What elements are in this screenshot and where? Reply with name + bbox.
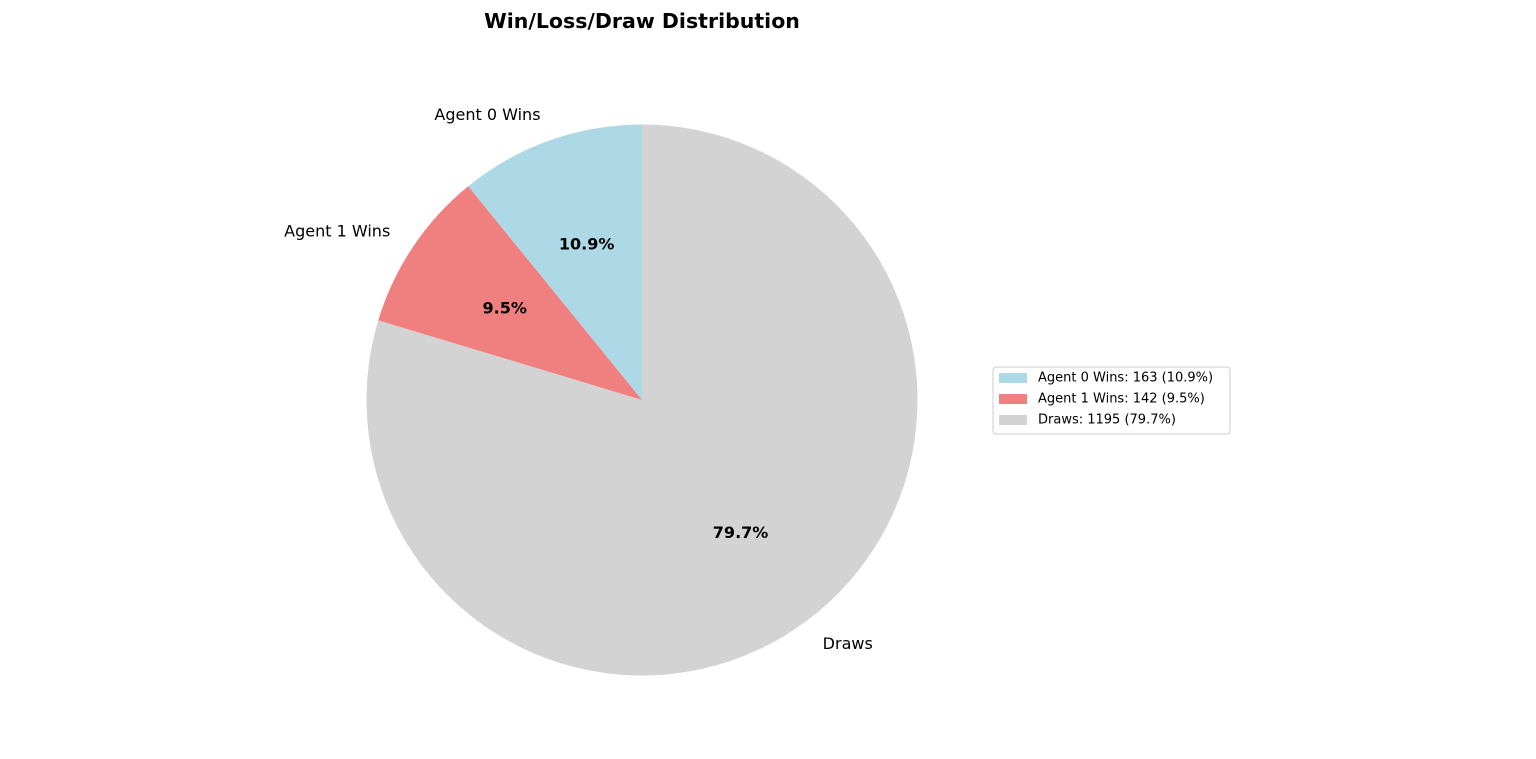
- legend-swatch-agent-1-wins: [999, 394, 1027, 404]
- pie-slice-labels: Agent 0 Wins Agent 1 Wins Draws: [284, 105, 873, 653]
- pie-percent-labels: 10.9% 9.5% 79.7%: [483, 235, 769, 542]
- chart-title: Win/Loss/Draw Distribution: [484, 9, 800, 33]
- legend-frame: [992, 366, 1231, 435]
- legend-swatch-agent-0-wins: [999, 373, 1027, 383]
- pie-slice-draws: [366, 124, 918, 676]
- slice-label-agent-0-wins: Agent 0 Wins: [434, 105, 540, 124]
- percent-label-agent-1-wins: 9.5%: [483, 298, 527, 317]
- legend: Agent 0 Wins: 163 (10.9%) Agent 1 Wins: 1…: [992, 366, 1231, 435]
- slice-label-draws: Draws: [823, 634, 873, 653]
- percent-label-agent-0-wins: 10.9%: [559, 235, 615, 254]
- legend-items: Agent 0 Wins: 163 (10.9%) Agent 1 Wins: 1…: [999, 371, 1213, 428]
- percent-label-draws: 79.7%: [713, 523, 769, 542]
- slice-label-agent-1-wins: Agent 1 Wins: [284, 222, 390, 241]
- pie-slices: [366, 124, 918, 676]
- legend-label-draws: Draws: 1195 (79.7%): [1038, 413, 1176, 428]
- legend-swatch-draws: [999, 415, 1027, 425]
- pie-slice-agent-1-wins: [378, 186, 642, 400]
- pie-slice-agent-0-wins: [468, 124, 642, 400]
- legend-label-agent-0-wins: Agent 0 Wins: 163 (10.9%): [1038, 371, 1213, 386]
- legend-label-agent-1-wins: Agent 1 Wins: 142 (9.5%): [1038, 392, 1205, 407]
